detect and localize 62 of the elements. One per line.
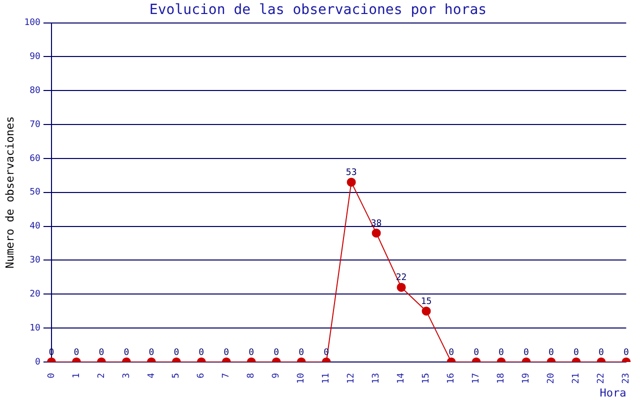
y-tick-label: 80: [30, 86, 40, 96]
x-tick-label: 1: [72, 372, 82, 378]
data-label: 0: [124, 348, 130, 358]
data-label: 22: [396, 273, 407, 284]
point: [396, 282, 406, 292]
x-tick-label: 16: [446, 372, 457, 384]
data-label: 0: [598, 348, 604, 358]
x-tick-label: 4: [146, 372, 157, 378]
data-label: 0: [498, 348, 504, 358]
data-label: 15: [420, 296, 432, 307]
x-tick-label: 23: [622, 372, 632, 384]
x-tick-label: 22: [596, 372, 607, 384]
data-label: 0: [474, 348, 479, 358]
x-tick-label: 7: [222, 372, 232, 378]
data-label: 0: [274, 348, 280, 358]
x-tick-label: 14: [396, 372, 407, 384]
x-tick-label: 15: [422, 372, 432, 384]
x-tick-label: 10: [296, 372, 307, 384]
data-label: 0: [198, 348, 204, 358]
data-label: 0: [148, 348, 154, 358]
chart-title: Evolucion de las observaciones por horas: [149, 2, 487, 18]
y-tick-label: 10: [30, 323, 40, 334]
data-label: 0: [623, 348, 629, 358]
y-tick-label: 70: [30, 120, 40, 130]
x-tick-label: 17: [472, 372, 482, 384]
data-label: 0: [174, 348, 180, 358]
data-label: 0: [248, 348, 254, 358]
data-label: 0: [298, 348, 304, 358]
x-tick-label: 0: [46, 372, 57, 378]
y-tick-label: 20: [30, 289, 40, 300]
y-axis-title: Numero de observaciones: [3, 116, 16, 269]
data-label: 0: [448, 348, 454, 358]
x-tick-label: 6: [196, 372, 207, 378]
data-label: 53: [346, 168, 357, 178]
data-label: 0: [548, 348, 554, 358]
x-tick-label: 20: [546, 372, 557, 384]
x-tick-label: 3: [122, 372, 132, 378]
x-tick-label: 19: [522, 372, 532, 384]
x-tick-label: 2: [96, 372, 107, 378]
point: [346, 178, 356, 187]
x-tick-label: 8: [246, 372, 257, 378]
data-label: 0: [98, 348, 104, 358]
x-tick-label: 5: [172, 372, 182, 378]
data-label: 0: [224, 348, 230, 358]
x-tick-label: 18: [496, 372, 507, 384]
x-axis-title: Hora: [600, 386, 626, 400]
x-tick-label: 13: [372, 372, 382, 384]
x-tick-label: 11: [322, 372, 332, 384]
x-tick-label: 12: [346, 372, 357, 384]
y-tick-label: 90: [30, 52, 40, 62]
y-tick-label: 0: [35, 357, 40, 368]
x-tick-label: 21: [572, 372, 582, 384]
y-tick-label: 60: [30, 154, 40, 164]
data-label: 0: [574, 348, 579, 358]
y-tick-label: 50: [30, 188, 40, 198]
y-tick-label: 100: [24, 18, 40, 28]
point: [372, 228, 381, 238]
data-label: 0: [74, 348, 80, 358]
data-label: 0: [524, 348, 529, 358]
x-tick-label: 9: [272, 372, 282, 378]
y-tick-label: 40: [30, 222, 40, 232]
y-tick-label: 30: [30, 256, 40, 266]
